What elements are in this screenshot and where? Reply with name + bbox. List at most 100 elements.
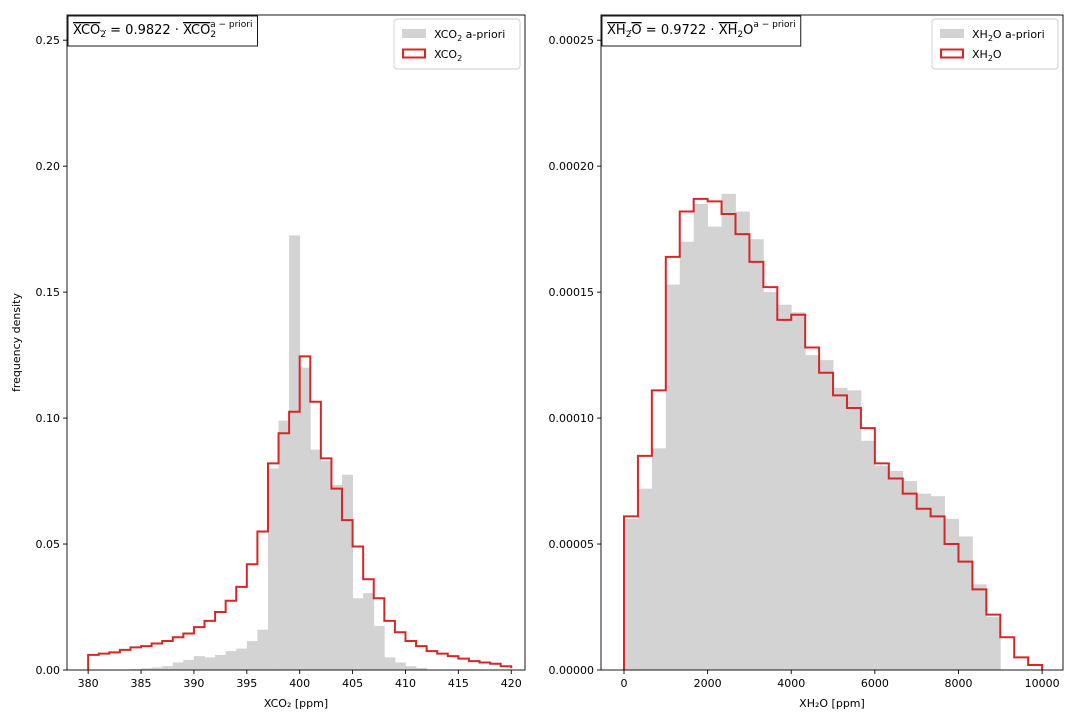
bar <box>902 481 918 670</box>
series-1-bars <box>130 235 428 671</box>
x-tick-label: 380 <box>78 677 99 690</box>
y-tick-label: 0.05 <box>36 538 61 551</box>
x-tick-label: 415 <box>448 677 469 690</box>
bar <box>394 662 406 670</box>
x-tick-label: 10000 <box>1025 677 1060 690</box>
bar <box>833 387 848 670</box>
panel-2: 0 2000 4000 6000 8000 10000 0.00000 0.00005 0.00… <box>549 14 1064 710</box>
x-tick-label: 2000 <box>694 677 722 690</box>
y-tick-label: 0.00000 <box>549 664 595 677</box>
annotation: XCO2 = 0.9822 · XCO2a − priori <box>67 15 258 47</box>
bar <box>172 662 184 670</box>
bar <box>735 211 750 670</box>
y-tick-label: 0.00025 <box>549 34 595 47</box>
bar <box>874 465 890 670</box>
x-tick-label: 385 <box>131 677 152 690</box>
bar <box>151 667 163 670</box>
bar <box>384 657 396 670</box>
bar <box>257 629 269 670</box>
legend-label: XH2O <box>972 48 1002 63</box>
bar <box>141 668 153 670</box>
bar <box>246 641 258 670</box>
bar <box>183 659 195 670</box>
legend: XCO2 a-priori XCO2 <box>393 18 521 70</box>
legend-box <box>931 18 1059 70</box>
bar <box>651 448 667 670</box>
plot-frame <box>66 14 526 671</box>
panel-1: 380 385 390 395 400 405 410 415 420 0.00 0.05 0.10 0… <box>10 14 526 710</box>
x-axis-label: XCO₂ [ppm] <box>264 697 328 710</box>
bar <box>416 667 428 670</box>
legend-label: XCO2 <box>434 48 462 63</box>
legend-label: XH2O a-priori <box>972 28 1045 43</box>
bar <box>944 518 959 670</box>
y-tick-label: 0.00015 <box>549 286 595 299</box>
y-tick-label: 0.25 <box>36 34 61 47</box>
bar <box>721 193 736 670</box>
bar <box>320 460 332 670</box>
bar <box>299 367 311 670</box>
bar <box>267 468 279 670</box>
bar <box>749 239 764 670</box>
bar <box>958 536 973 670</box>
bar <box>310 449 322 670</box>
legend-swatch <box>940 29 964 38</box>
bar <box>162 666 174 670</box>
series-2-step-line <box>622 197 1044 670</box>
y-tick-label: 0.00 <box>36 664 61 677</box>
bar <box>405 666 417 670</box>
bar <box>352 598 364 670</box>
legend-swatch <box>940 48 964 59</box>
annotation-text: XH2O = 0.9722 · XH2Oa − priori <box>607 20 796 40</box>
annotation: XH2O = 0.9722 · XH2Oa − priori <box>601 15 802 47</box>
legend-swatch <box>402 48 426 59</box>
annotation-box <box>67 15 258 47</box>
bar <box>289 235 301 671</box>
bar <box>373 625 385 670</box>
bar <box>846 390 862 670</box>
bar <box>331 484 343 670</box>
bar <box>763 292 778 670</box>
y-tick-label: 0.00010 <box>549 412 595 425</box>
bar <box>860 440 876 670</box>
x-tick-label: 420 <box>501 677 522 690</box>
bar <box>679 241 695 670</box>
y-axis-label: frequency density <box>10 293 23 392</box>
y-tick-label: 0.10 <box>36 412 61 425</box>
y-tick-label: 0.00020 <box>549 160 595 173</box>
x-tick-label: 405 <box>342 677 363 690</box>
x-tick-label: 390 <box>183 677 204 690</box>
bar <box>972 584 987 670</box>
bar <box>225 651 237 670</box>
bar <box>363 593 375 670</box>
bar <box>805 355 820 670</box>
y-tick-label: 0.15 <box>36 286 61 299</box>
legend-label: XCO2 a-priori <box>434 28 505 43</box>
x-tick-label: 4000 <box>777 677 805 690</box>
y-tick-label: 0.20 <box>36 160 61 173</box>
x-tick-label: 410 <box>395 677 416 690</box>
bar <box>278 420 290 670</box>
bar <box>888 470 904 670</box>
bar <box>342 474 353 670</box>
bar <box>777 304 792 670</box>
series-1-bars <box>623 193 1001 670</box>
bar <box>819 360 834 670</box>
bar <box>665 284 681 670</box>
bar <box>637 488 653 670</box>
y-tick-label: 0.00005 <box>549 538 595 551</box>
bar <box>986 617 1001 670</box>
bar <box>193 656 205 670</box>
x-tick-label: 0 <box>620 677 627 690</box>
x-tick-label: 8000 <box>944 677 972 690</box>
bar <box>236 648 248 670</box>
bar <box>693 203 709 670</box>
bar <box>204 657 216 670</box>
series-2-step-line <box>87 355 513 670</box>
legend: XH2O a-priori XH2O <box>931 18 1059 70</box>
legend-swatch <box>402 29 426 38</box>
x-axis-label: XH₂O [ppm] <box>799 697 865 710</box>
x-tick-label: 400 <box>289 677 310 690</box>
bar <box>623 518 639 670</box>
